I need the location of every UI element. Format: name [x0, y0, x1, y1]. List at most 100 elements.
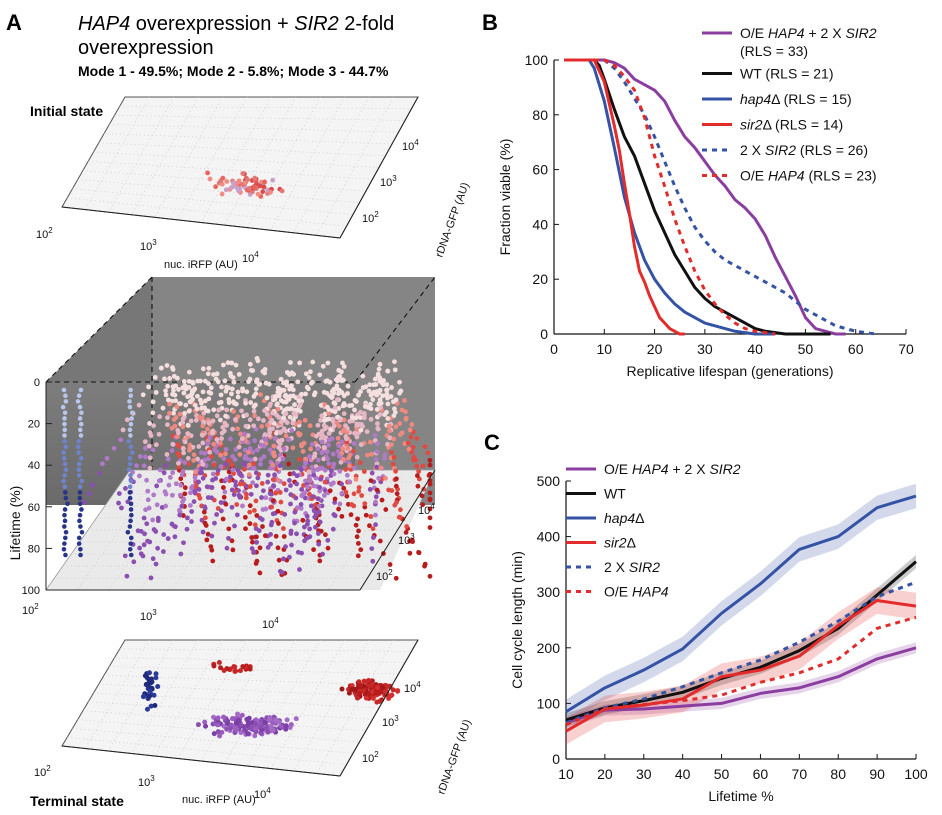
data-point — [387, 435, 393, 441]
data-point — [151, 423, 156, 429]
data-point — [177, 512, 183, 518]
data-point — [136, 402, 142, 408]
grid-line — [247, 96, 321, 228]
data-point — [304, 513, 310, 519]
b-x-tick-label: 40 — [747, 341, 763, 357]
data-point — [366, 691, 372, 697]
terminal-state-label: Terminal state — [30, 793, 124, 809]
data-point — [253, 721, 259, 727]
data-point — [240, 171, 246, 176]
data-point — [377, 412, 383, 418]
data-point — [78, 547, 83, 552]
data-point — [337, 373, 343, 379]
data-point — [111, 445, 117, 451]
initial-x-tick-3: 104 — [242, 250, 259, 265]
data-point — [321, 493, 327, 498]
data-point — [298, 502, 304, 507]
data-point — [339, 378, 345, 383]
data-point — [170, 470, 176, 476]
data-point — [339, 450, 345, 456]
data-point — [306, 469, 312, 475]
data-point — [99, 461, 105, 467]
data-point — [231, 471, 237, 476]
data-point — [157, 414, 163, 420]
data-point — [326, 407, 332, 412]
data-point — [63, 444, 69, 450]
data-point — [336, 443, 342, 449]
data-point — [394, 500, 399, 505]
data-point — [200, 366, 206, 372]
data-point — [167, 401, 173, 407]
data-point — [193, 469, 199, 475]
data-point — [141, 463, 147, 469]
data-point — [364, 429, 370, 435]
data-point — [160, 405, 166, 411]
data-point — [241, 461, 247, 466]
data-point — [386, 423, 392, 429]
data-point — [284, 420, 290, 426]
data-point — [246, 472, 252, 478]
data-point — [161, 532, 167, 537]
data-point — [388, 449, 394, 455]
data-point — [154, 502, 160, 508]
data-point — [359, 493, 365, 498]
data-point — [391, 413, 397, 419]
panel-c: C Cell cycle length (min) Lifetime % 10 2… — [484, 430, 928, 804]
grid-line — [109, 666, 399, 675]
data-point — [232, 479, 238, 485]
data-point — [197, 470, 203, 476]
grid-line — [131, 96, 199, 215]
data-point — [195, 393, 200, 399]
data-point — [167, 474, 173, 480]
data-point — [275, 508, 281, 514]
data-point — [337, 501, 343, 507]
data-point — [292, 509, 298, 515]
data-point — [427, 573, 433, 579]
data-point — [229, 538, 235, 544]
data-point — [390, 461, 396, 467]
data-point — [122, 553, 128, 559]
data-point — [181, 390, 187, 396]
data-point — [322, 467, 328, 473]
c-x-tick-label: 70 — [792, 766, 808, 782]
data-point — [236, 371, 242, 377]
b-y-tick-label: 40 — [532, 216, 548, 232]
data-point — [356, 392, 362, 398]
data-point — [252, 413, 258, 419]
data-point — [314, 433, 319, 439]
data-point — [368, 514, 374, 519]
data-point — [63, 490, 68, 495]
data-point — [268, 465, 273, 471]
grid-line — [72, 188, 354, 215]
data-point — [302, 417, 308, 423]
c-x-tick-label: 80 — [830, 766, 846, 782]
data-point — [150, 399, 156, 405]
data-point — [250, 449, 256, 455]
data-point — [306, 473, 312, 479]
data-point — [287, 471, 293, 477]
data-point — [127, 461, 133, 467]
data-point — [411, 454, 417, 460]
data-point — [313, 524, 318, 530]
data-point — [62, 433, 67, 438]
data-point — [252, 733, 258, 739]
data-point — [254, 558, 260, 564]
data-point — [283, 433, 289, 439]
data-point — [371, 382, 377, 388]
data-point — [284, 379, 290, 385]
data-point — [289, 370, 295, 376]
data-point — [63, 393, 68, 398]
data-point — [372, 432, 378, 438]
c-y-axis-label: Cell cycle length (min) — [509, 551, 525, 689]
b-x-tick-label: 0 — [550, 341, 558, 357]
data-point — [147, 688, 153, 694]
data-point — [326, 442, 331, 448]
data-point — [376, 366, 382, 372]
data-point — [173, 383, 179, 389]
data-point — [264, 395, 270, 401]
data-point — [385, 441, 390, 447]
data-point — [380, 393, 386, 399]
data-point — [326, 461, 332, 466]
data-point — [270, 477, 276, 483]
data-point — [224, 179, 230, 184]
